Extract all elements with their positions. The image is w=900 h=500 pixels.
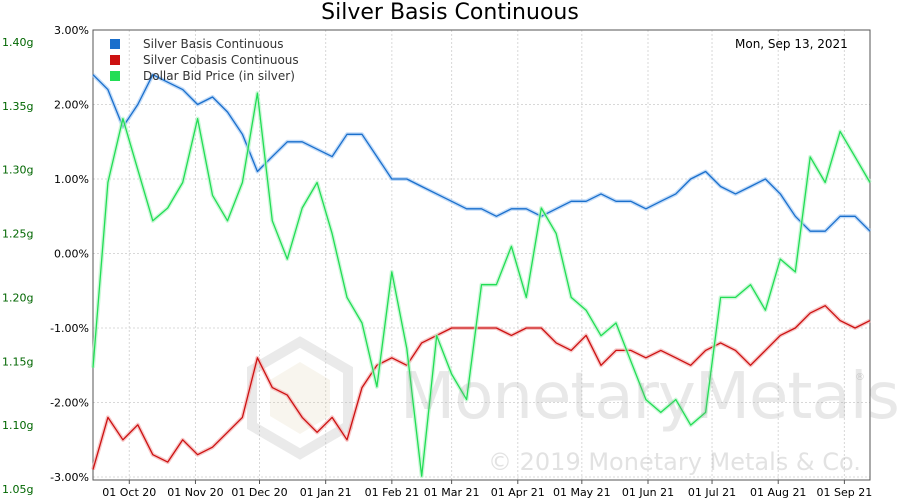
y-left-tick-label: 1.30g xyxy=(2,164,33,177)
y-right-tick-label: 0.00% xyxy=(54,248,89,261)
x-tick-label: 01 Sep 21 xyxy=(817,486,873,499)
x-tick-label: 01 Feb 21 xyxy=(365,486,419,499)
x-tick-label: 01 Dec 20 xyxy=(231,486,287,499)
y-left-tick-label: 1.40g xyxy=(2,36,33,49)
series-layer xyxy=(91,72,872,479)
y-right-tick-label: 3.00% xyxy=(54,24,89,37)
y-right-tick-label: -3.00% xyxy=(50,471,89,484)
y-left-tick-label: 1.15g xyxy=(2,355,33,368)
y-right-tick-label: 1.00% xyxy=(54,173,89,186)
legend-label-dollar-bid: Dollar Bid Price (in silver) xyxy=(143,69,295,83)
y-left-tick-label: 1.35g xyxy=(2,100,33,113)
x-tick-label: 01 Aug 21 xyxy=(750,486,806,499)
x-tick-label: 01 Oct 20 xyxy=(102,486,156,499)
x-tick-label: 01 May 21 xyxy=(553,486,611,499)
legend-swatch-cobasis xyxy=(110,55,120,65)
x-tick-label: 01 Mar 21 xyxy=(424,486,480,499)
series-line-cobasis xyxy=(92,305,871,470)
y-right-tick-label: -2.00% xyxy=(50,397,89,410)
chart-title: Silver Basis Continuous xyxy=(321,0,579,25)
legend-swatch-dollar-bid xyxy=(110,71,120,81)
watermark-registered-mark: ® xyxy=(855,372,865,383)
legend-swatch-basis xyxy=(110,39,120,49)
series-line-basis xyxy=(92,74,871,232)
x-tick-label: 01 Jun 21 xyxy=(622,486,674,499)
y-left-tick-label: 1.10g xyxy=(2,419,33,432)
x-tick-label: 01 Jul 21 xyxy=(688,486,736,499)
x-tick-label: 01 Jan 21 xyxy=(300,486,352,499)
y-left-tick-label: 1.05g xyxy=(2,483,33,496)
y-right-tick-label: -1.00% xyxy=(50,322,89,335)
watermark-logo xyxy=(247,336,353,460)
watermark-text: MonetaryMetals xyxy=(400,360,900,434)
x-tick-label: 01 Apr 21 xyxy=(491,486,545,499)
y-right-tick-label: 2.00% xyxy=(54,99,89,112)
date-stamp: Mon, Sep 13, 2021 xyxy=(735,37,848,51)
watermark-copyright: © 2019 Monetary Metals & Co. xyxy=(488,448,861,476)
legend-label-cobasis: Silver Cobasis Continuous xyxy=(143,53,299,67)
y-left-tick-label: 1.20g xyxy=(2,291,33,304)
x-tick-label: 01 Nov 20 xyxy=(167,486,223,499)
legend-label-basis: Silver Basis Continuous xyxy=(143,37,284,51)
series-line-dollar-bid xyxy=(92,92,871,477)
axes-layer: 3.00% 2.00% 1.00% 0.00% -1.00% -2.00% -3.00% 1.… xyxy=(2,24,872,499)
y-left-tick-label: 1.25g xyxy=(2,228,33,241)
plot-frame xyxy=(92,29,871,481)
